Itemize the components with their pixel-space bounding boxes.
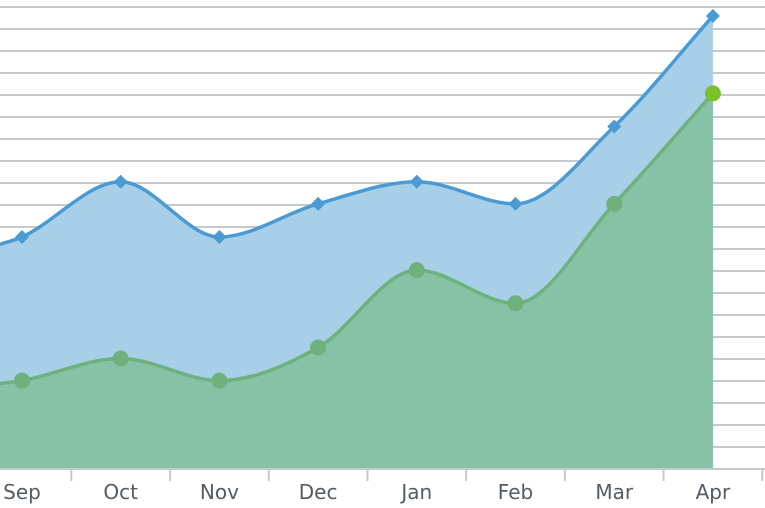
data-point <box>15 230 29 244</box>
data-point <box>607 119 622 134</box>
data-point <box>508 196 523 211</box>
data-point <box>212 230 227 244</box>
series-line-1 <box>0 14 715 247</box>
data-point <box>310 339 327 356</box>
data-point <box>704 85 721 102</box>
data-point <box>408 262 425 279</box>
data-point <box>409 174 424 189</box>
data-point <box>311 196 326 211</box>
series-lines <box>0 14 715 386</box>
x-tick-label: Dec <box>299 480 338 504</box>
series-areas <box>0 16 713 470</box>
data-point <box>112 350 129 367</box>
x-tick-label: Feb <box>498 480 533 504</box>
data-point <box>507 295 524 312</box>
x-tick-label: Apr <box>696 480 731 504</box>
x-axis-ticks <box>70 469 764 481</box>
data-point <box>211 372 228 389</box>
series-line-2 <box>0 92 715 386</box>
x-axis-labels: Sep Oct Nov Dec Jan Feb Mar Apr <box>3 480 731 504</box>
x-tick-label: Oct <box>103 480 138 504</box>
data-point <box>606 195 623 212</box>
series-area-2 <box>0 93 713 469</box>
data-point <box>705 9 720 24</box>
x-tick-label: Nov <box>200 480 239 504</box>
series-markers <box>14 9 721 389</box>
x-tick-label: Jan <box>399 480 432 504</box>
data-point <box>14 372 30 389</box>
x-tick-label: Mar <box>595 480 634 504</box>
x-tick-label: Sep <box>3 480 41 504</box>
data-point <box>113 174 128 189</box>
